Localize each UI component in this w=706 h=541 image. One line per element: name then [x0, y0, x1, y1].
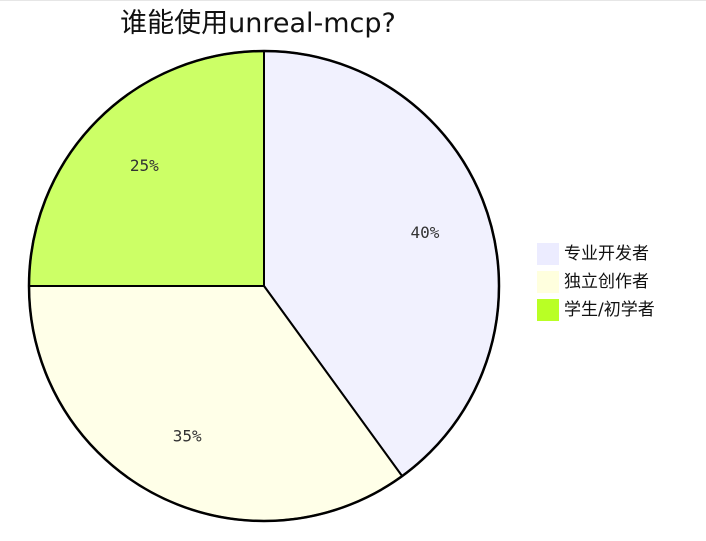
legend-swatch — [537, 299, 559, 321]
legend-swatch — [537, 271, 559, 293]
legend-label: 学生/初学者 — [564, 300, 655, 320]
chart-title: 谁能使用unreal-mcp? — [120, 8, 396, 39]
top-border-line — [0, 0, 706, 1]
legend-label: 专业开发者 — [564, 244, 649, 264]
slice-percent-label: 35% — [173, 426, 202, 445]
legend-label: 独立创作者 — [564, 272, 649, 292]
slice-percent-label: 25% — [130, 156, 159, 175]
pie-slice-labels: 40% 35% 25% — [130, 156, 440, 445]
pie-outline — [27, 49, 501, 523]
slice-percent-label: 40% — [410, 223, 439, 242]
legend-swatch — [537, 243, 559, 265]
pie-slices — [27, 49, 500, 522]
